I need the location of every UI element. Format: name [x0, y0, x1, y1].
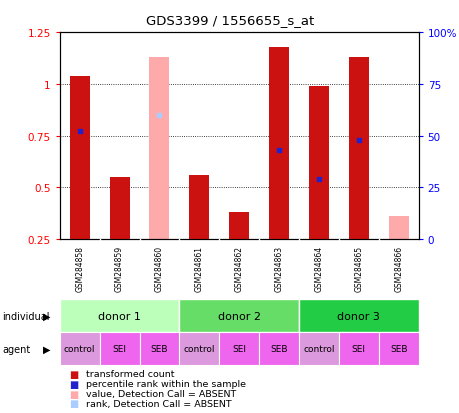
Text: SEI: SEI — [112, 344, 126, 354]
Text: percentile rank within the sample: percentile rank within the sample — [86, 379, 246, 388]
Bar — [139, 332, 179, 366]
Text: SEB: SEB — [389, 344, 407, 354]
Text: donor 3: donor 3 — [336, 311, 380, 321]
Text: GSM284859: GSM284859 — [115, 245, 124, 291]
Text: GSM284858: GSM284858 — [75, 245, 84, 291]
Text: value, Detection Call = ABSENT: value, Detection Call = ABSENT — [86, 389, 236, 398]
Bar — [189, 176, 209, 240]
Text: ■: ■ — [69, 379, 78, 389]
Text: SEI: SEI — [351, 344, 365, 354]
Bar — [308, 87, 328, 240]
Text: SEB: SEB — [270, 344, 287, 354]
Text: ■: ■ — [69, 369, 78, 379]
Text: ■: ■ — [69, 389, 78, 399]
Text: rank, Detection Call = ABSENT: rank, Detection Call = ABSENT — [86, 399, 232, 408]
Bar — [109, 178, 129, 240]
Bar — [258, 332, 298, 366]
Text: ■: ■ — [69, 399, 78, 408]
Bar — [100, 332, 139, 366]
Bar — [219, 332, 258, 366]
Text: control: control — [64, 344, 95, 354]
Text: GSM284862: GSM284862 — [234, 245, 243, 291]
Bar — [60, 299, 179, 332]
Text: GSM284860: GSM284860 — [155, 245, 163, 291]
Text: control: control — [302, 344, 334, 354]
Bar — [269, 47, 288, 240]
Text: transformed count: transformed count — [86, 369, 174, 378]
Text: donor 1: donor 1 — [98, 311, 141, 321]
Text: GSM284866: GSM284866 — [393, 245, 402, 291]
Text: ▶: ▶ — [43, 311, 50, 321]
Text: GSM284863: GSM284863 — [274, 245, 283, 291]
Bar — [388, 217, 408, 240]
Text: control: control — [183, 344, 215, 354]
Bar — [348, 58, 368, 240]
Text: agent: agent — [2, 344, 30, 354]
Bar — [338, 332, 378, 366]
Bar — [149, 58, 169, 240]
Text: GDS3399 / 1556655_s_at: GDS3399 / 1556655_s_at — [146, 14, 313, 27]
Text: SEI: SEI — [232, 344, 246, 354]
Bar — [298, 332, 338, 366]
Bar — [179, 332, 219, 366]
Bar — [298, 299, 418, 332]
Text: ▶: ▶ — [43, 344, 50, 354]
Bar — [60, 332, 100, 366]
Bar — [378, 332, 418, 366]
Text: GSM284864: GSM284864 — [314, 245, 323, 291]
Text: GSM284861: GSM284861 — [195, 245, 203, 291]
Text: donor 2: donor 2 — [217, 311, 260, 321]
Text: SEB: SEB — [151, 344, 168, 354]
Text: GSM284865: GSM284865 — [353, 245, 363, 291]
Text: individual: individual — [2, 311, 50, 321]
Bar — [229, 213, 249, 240]
Bar — [70, 76, 90, 240]
Bar — [179, 299, 298, 332]
